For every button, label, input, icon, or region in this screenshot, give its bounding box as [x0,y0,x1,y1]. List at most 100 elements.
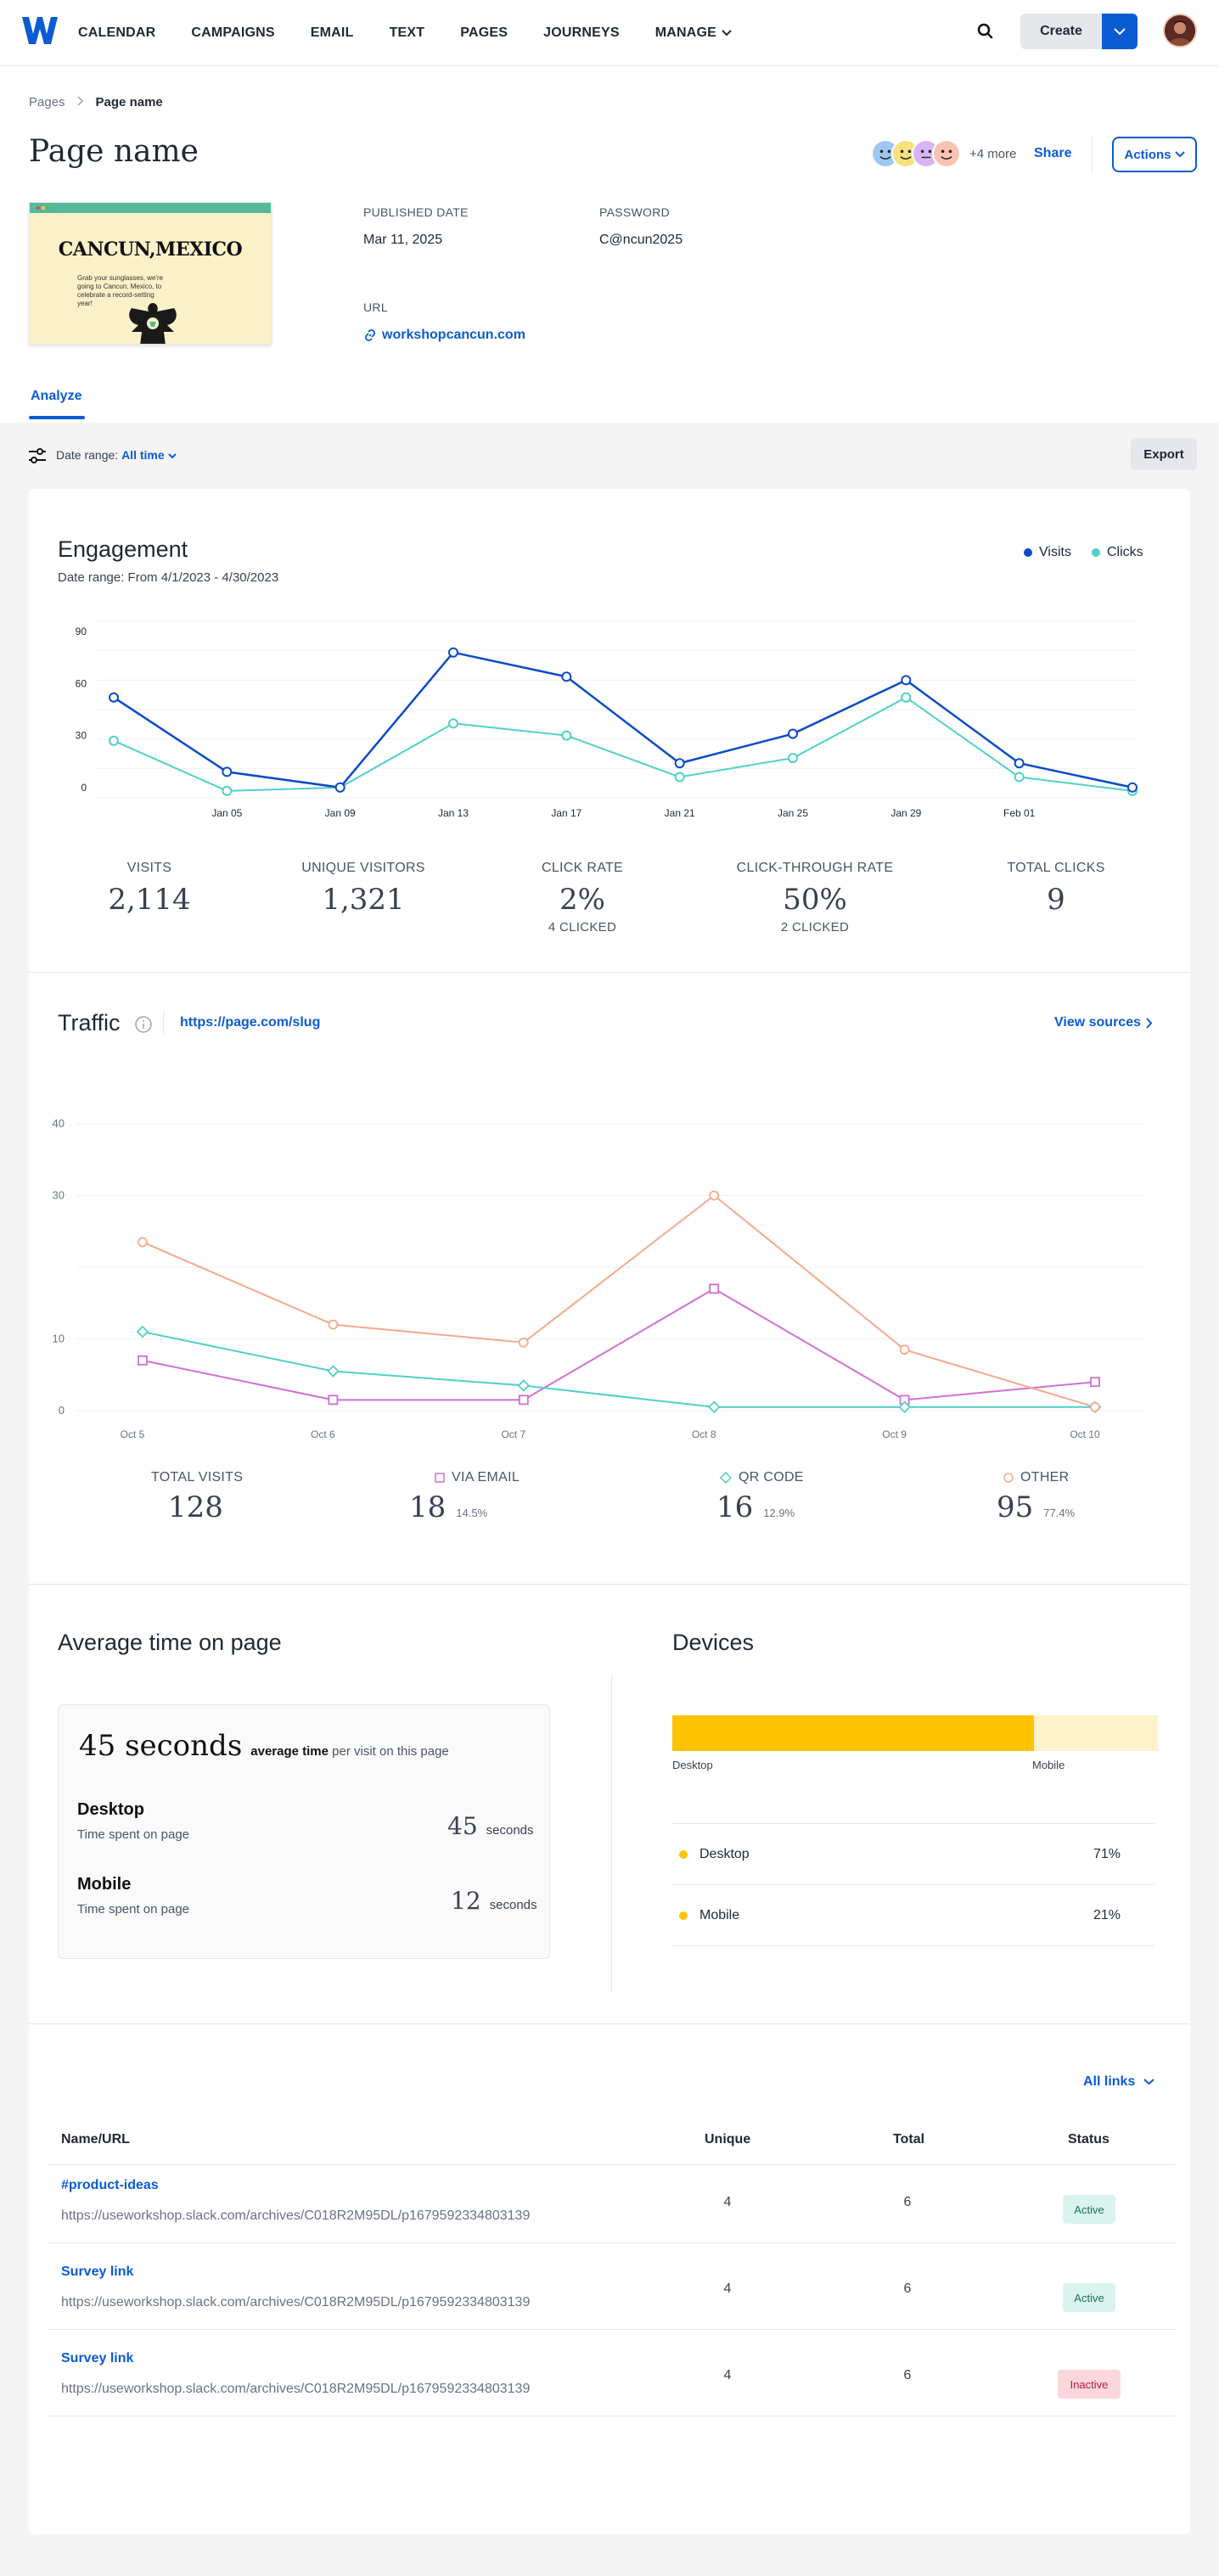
nav-item-email[interactable]: EMAIL [311,25,354,41]
export-button[interactable]: Export [1131,438,1197,470]
date-range-dropdown[interactable]: All time [121,448,177,462]
stat-value: 9 [1047,883,1065,917]
avg-row-desktop-sub: Time spent on page [77,1827,190,1842]
data-point-clicks [222,785,233,796]
nav-item-journeys[interactable]: JOURNEYS [543,25,620,41]
data-point-other [899,1344,910,1355]
tstat-pct: 14.5% [456,1507,488,1519]
actions-button[interactable]: Actions [1112,137,1197,172]
header-divider [1092,136,1093,173]
x-tick-label: Oct 9 [882,1428,907,1440]
traffic-url-link[interactable]: https://page.com/slug [180,1015,321,1030]
x-tick-label: Oct 10 [1070,1428,1100,1440]
column-header-name[interactable]: Name/URL [61,2132,130,2147]
info-icon[interactable] [134,1015,153,1034]
page-url-link[interactable]: workshopcancun.com [363,328,525,343]
stat-sub: 4 CLICKED [548,920,617,934]
device-name: Mobile [699,1908,740,1922]
search-icon[interactable] [975,20,997,42]
create-button[interactable]: Create [1020,14,1102,49]
thumbnail-browser-dots-icon [37,206,50,210]
published-date-value: Mar 11, 2025 [363,233,443,247]
tstat-value-num: 18 [409,1490,447,1524]
w-logo-icon[interactable] [20,14,59,48]
link-name[interactable]: #product-ideas [61,2178,159,2192]
series-line-visits [113,651,1133,789]
section-divider [29,2023,1190,2024]
avg-time-desc-text: per visit on this page [332,1744,449,1759]
page-thumbnail[interactable]: CANCUN,MEXICO Grab your sunglasses, we'r… [29,202,272,345]
tstat-label-text: QR CODE [739,1470,804,1484]
x-tick-label: Feb 01 [1003,807,1036,817]
devices-bar-label-desktop: Desktop [672,1759,713,1771]
link-name[interactable]: Survey link [61,2265,134,2279]
all-links-dropdown[interactable]: All links [1083,2074,1155,2090]
actions-label: Actions [1124,147,1171,162]
x-tick-label: Oct 6 [311,1428,335,1440]
link-unique: 4 [723,2368,732,2382]
data-point-email [1090,1377,1100,1388]
square-marker-icon [435,1473,445,1483]
create-dropdown-button[interactable] [1102,14,1138,49]
nav-label: CAMPAIGNS [191,25,275,40]
y-tick-label: 30 [76,730,87,742]
nav-item-pages[interactable]: PAGES [460,25,508,41]
avg-row-mobile-name: Mobile [77,1875,132,1894]
nav-item-calendar[interactable]: CALENDAR [78,25,155,41]
devices-bar-desktop [672,1715,1035,1751]
column-header-total[interactable]: Total [893,2132,925,2147]
data-point-visits [1014,758,1025,769]
x-tick-label: Jan 25 [778,807,808,817]
link-url[interactable]: https://useworkshop.slack.com/archives/C… [61,2295,531,2309]
traffic-stat-total-visits: TOTAL VISITS 128 [151,1470,243,1524]
data-point-qr [707,1400,721,1414]
breadcrumb: Pages Page name [29,95,163,109]
x-tick-label: Jan 13 [438,807,469,817]
link-unique: 4 [723,2281,732,2296]
filter-sliders-icon[interactable] [27,446,48,465]
avg-row-mobile-sub: Time spent on page [77,1902,190,1917]
vertical-divider [611,1675,612,1991]
password-value: C@ncun2025 [599,233,683,247]
link-icon [364,328,376,342]
legend-clicks: Clicks [1092,545,1143,560]
tab-analyze[interactable]: Analyze [31,389,82,403]
stat-click-rate: CLICK RATE 2% 4 CLICKED [480,861,684,934]
tstat-value-num: 128 [168,1490,223,1524]
avg-time-title: Average time on page [58,1630,282,1655]
nav-item-text[interactable]: TEXT [390,25,425,41]
data-point-other [138,1237,148,1248]
user-avatar[interactable] [1163,14,1197,48]
column-header-unique[interactable]: Unique [705,2132,751,2147]
data-point-other [709,1190,720,1201]
breadcrumb-pages-link[interactable]: Pages [29,95,65,109]
tstat-label: TOTAL VISITS [151,1470,243,1485]
stat-label: CLICK-THROUGH RATE [736,861,894,875]
analytics-card [29,489,1190,2534]
share-link[interactable]: Share [1034,146,1072,160]
avg-row-desktop-name: Desktop [77,1800,144,1819]
tstat-pct: 77.4% [1043,1507,1076,1519]
data-point-qr [898,1400,911,1414]
data-point-other [518,1337,529,1348]
nav-item-manage[interactable]: MANAGE [655,25,732,41]
data-point-qr [327,1365,340,1378]
view-sources-link[interactable]: View sources [1054,1015,1153,1030]
data-point-email [138,1355,148,1366]
column-header-status[interactable]: Status [1068,2132,1109,2147]
date-range-label: Date range: [56,448,119,462]
avg-time-desc: average time per visit on this page [250,1744,448,1759]
data-point-clicks [674,772,685,783]
link-name[interactable]: Survey link [61,2351,134,2366]
clicks-dot-icon [1092,548,1100,557]
nav-item-campaigns[interactable]: CAMPAIGNS [191,25,274,41]
x-tick-label: Jan 09 [325,807,356,817]
engagement-date-range: Date range: From 4/1/2023 - 4/30/2023 [58,570,279,585]
collaborators[interactable]: +4 more [871,139,1016,168]
link-url[interactable]: https://useworkshop.slack.com/archives/C… [61,2382,531,2396]
data-point-visits [109,692,119,703]
chevron-down-icon [167,453,177,459]
link-url[interactable]: https://useworkshop.slack.com/archives/C… [61,2208,531,2223]
circle-marker-icon [1003,1473,1014,1483]
data-point-clicks [109,735,119,746]
